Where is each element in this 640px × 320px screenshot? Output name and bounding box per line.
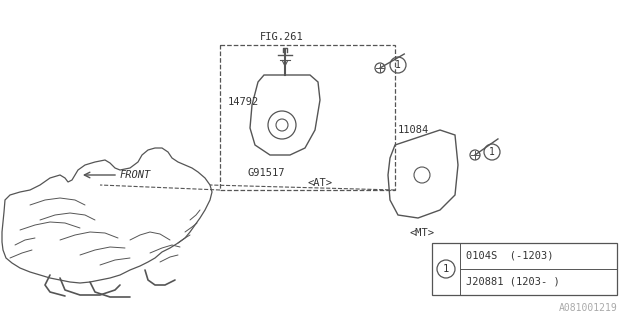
Text: 11084: 11084 [398, 125, 429, 135]
Bar [432, 243, 617, 295]
Text: G91517: G91517 [248, 168, 285, 178]
Text: 1: 1 [443, 264, 449, 274]
Text: J20881 (1203- ): J20881 (1203- ) [466, 276, 560, 286]
Text: A081001219: A081001219 [559, 303, 618, 313]
Text: 14792: 14792 [228, 97, 259, 107]
Text: 1: 1 [489, 147, 495, 157]
Text: 1: 1 [395, 60, 401, 70]
Text: <MT>: <MT> [410, 228, 435, 238]
Text: <AT>: <AT> [308, 178, 333, 188]
Text: FRONT: FRONT [120, 170, 151, 180]
Bar [220, 45, 395, 190]
Text: FIG.261: FIG.261 [260, 32, 304, 42]
Text: 0104S  (-1203): 0104S (-1203) [466, 251, 554, 261]
